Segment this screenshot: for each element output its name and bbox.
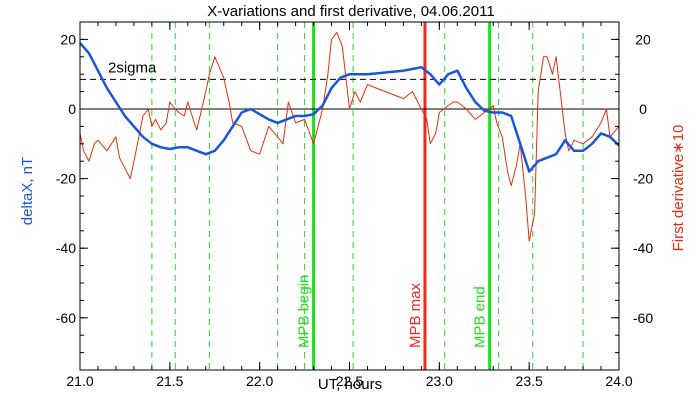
y-tick-label-right: -60 bbox=[633, 310, 653, 326]
marker-label-mpb-max: MPB max bbox=[407, 282, 424, 348]
x-tick-label: 22.0 bbox=[246, 373, 273, 389]
x-axis-label: UT, hours bbox=[318, 376, 382, 393]
chart-title: X-variations and first derivative, 04.06… bbox=[207, 3, 494, 20]
axes-ticks: 21.0 21.5 22.0 22.5 23.0 23.5 24.0 20 20 0 0 -20 -20… bbox=[56, 21, 653, 389]
vertical-markers bbox=[151, 22, 584, 370]
y-tick-label-left: 0 bbox=[68, 101, 76, 117]
marker-labels: MPB begin MPB max MPB end bbox=[296, 275, 489, 348]
x-tick-label: 24.0 bbox=[605, 373, 632, 389]
y-tick-label-left: 20 bbox=[60, 31, 76, 47]
x-tick-label: 22.5 bbox=[336, 373, 363, 389]
y-tick-label-left: -60 bbox=[56, 310, 76, 326]
x-tick-label: 21.5 bbox=[156, 373, 183, 389]
y-tick-label-right: 20 bbox=[635, 31, 651, 47]
y-axis-label-left: deltaX, nT bbox=[19, 157, 36, 225]
derivative-line bbox=[79, 31, 620, 242]
y-tick-label-right: -40 bbox=[633, 240, 653, 256]
data-series bbox=[79, 31, 620, 242]
deltax-line bbox=[79, 42, 620, 173]
x-tick-label: 21.0 bbox=[66, 373, 93, 389]
marker-label-mpb-end: MPB end bbox=[472, 286, 489, 348]
y-axis-label-right: First derivative∗10 bbox=[670, 125, 687, 252]
y-tick-label-left: -40 bbox=[56, 240, 76, 256]
two-sigma-label: 2sigma bbox=[108, 59, 157, 76]
x-tick-label: 23.5 bbox=[516, 373, 543, 389]
y-tick-label-right: 0 bbox=[639, 101, 647, 117]
y-tick-label-right: -20 bbox=[633, 171, 653, 187]
marker-label-mpb-begin: MPB begin bbox=[296, 275, 313, 348]
y-tick-label-left: -20 bbox=[56, 171, 76, 187]
x-tick-label: 23.0 bbox=[426, 373, 453, 389]
